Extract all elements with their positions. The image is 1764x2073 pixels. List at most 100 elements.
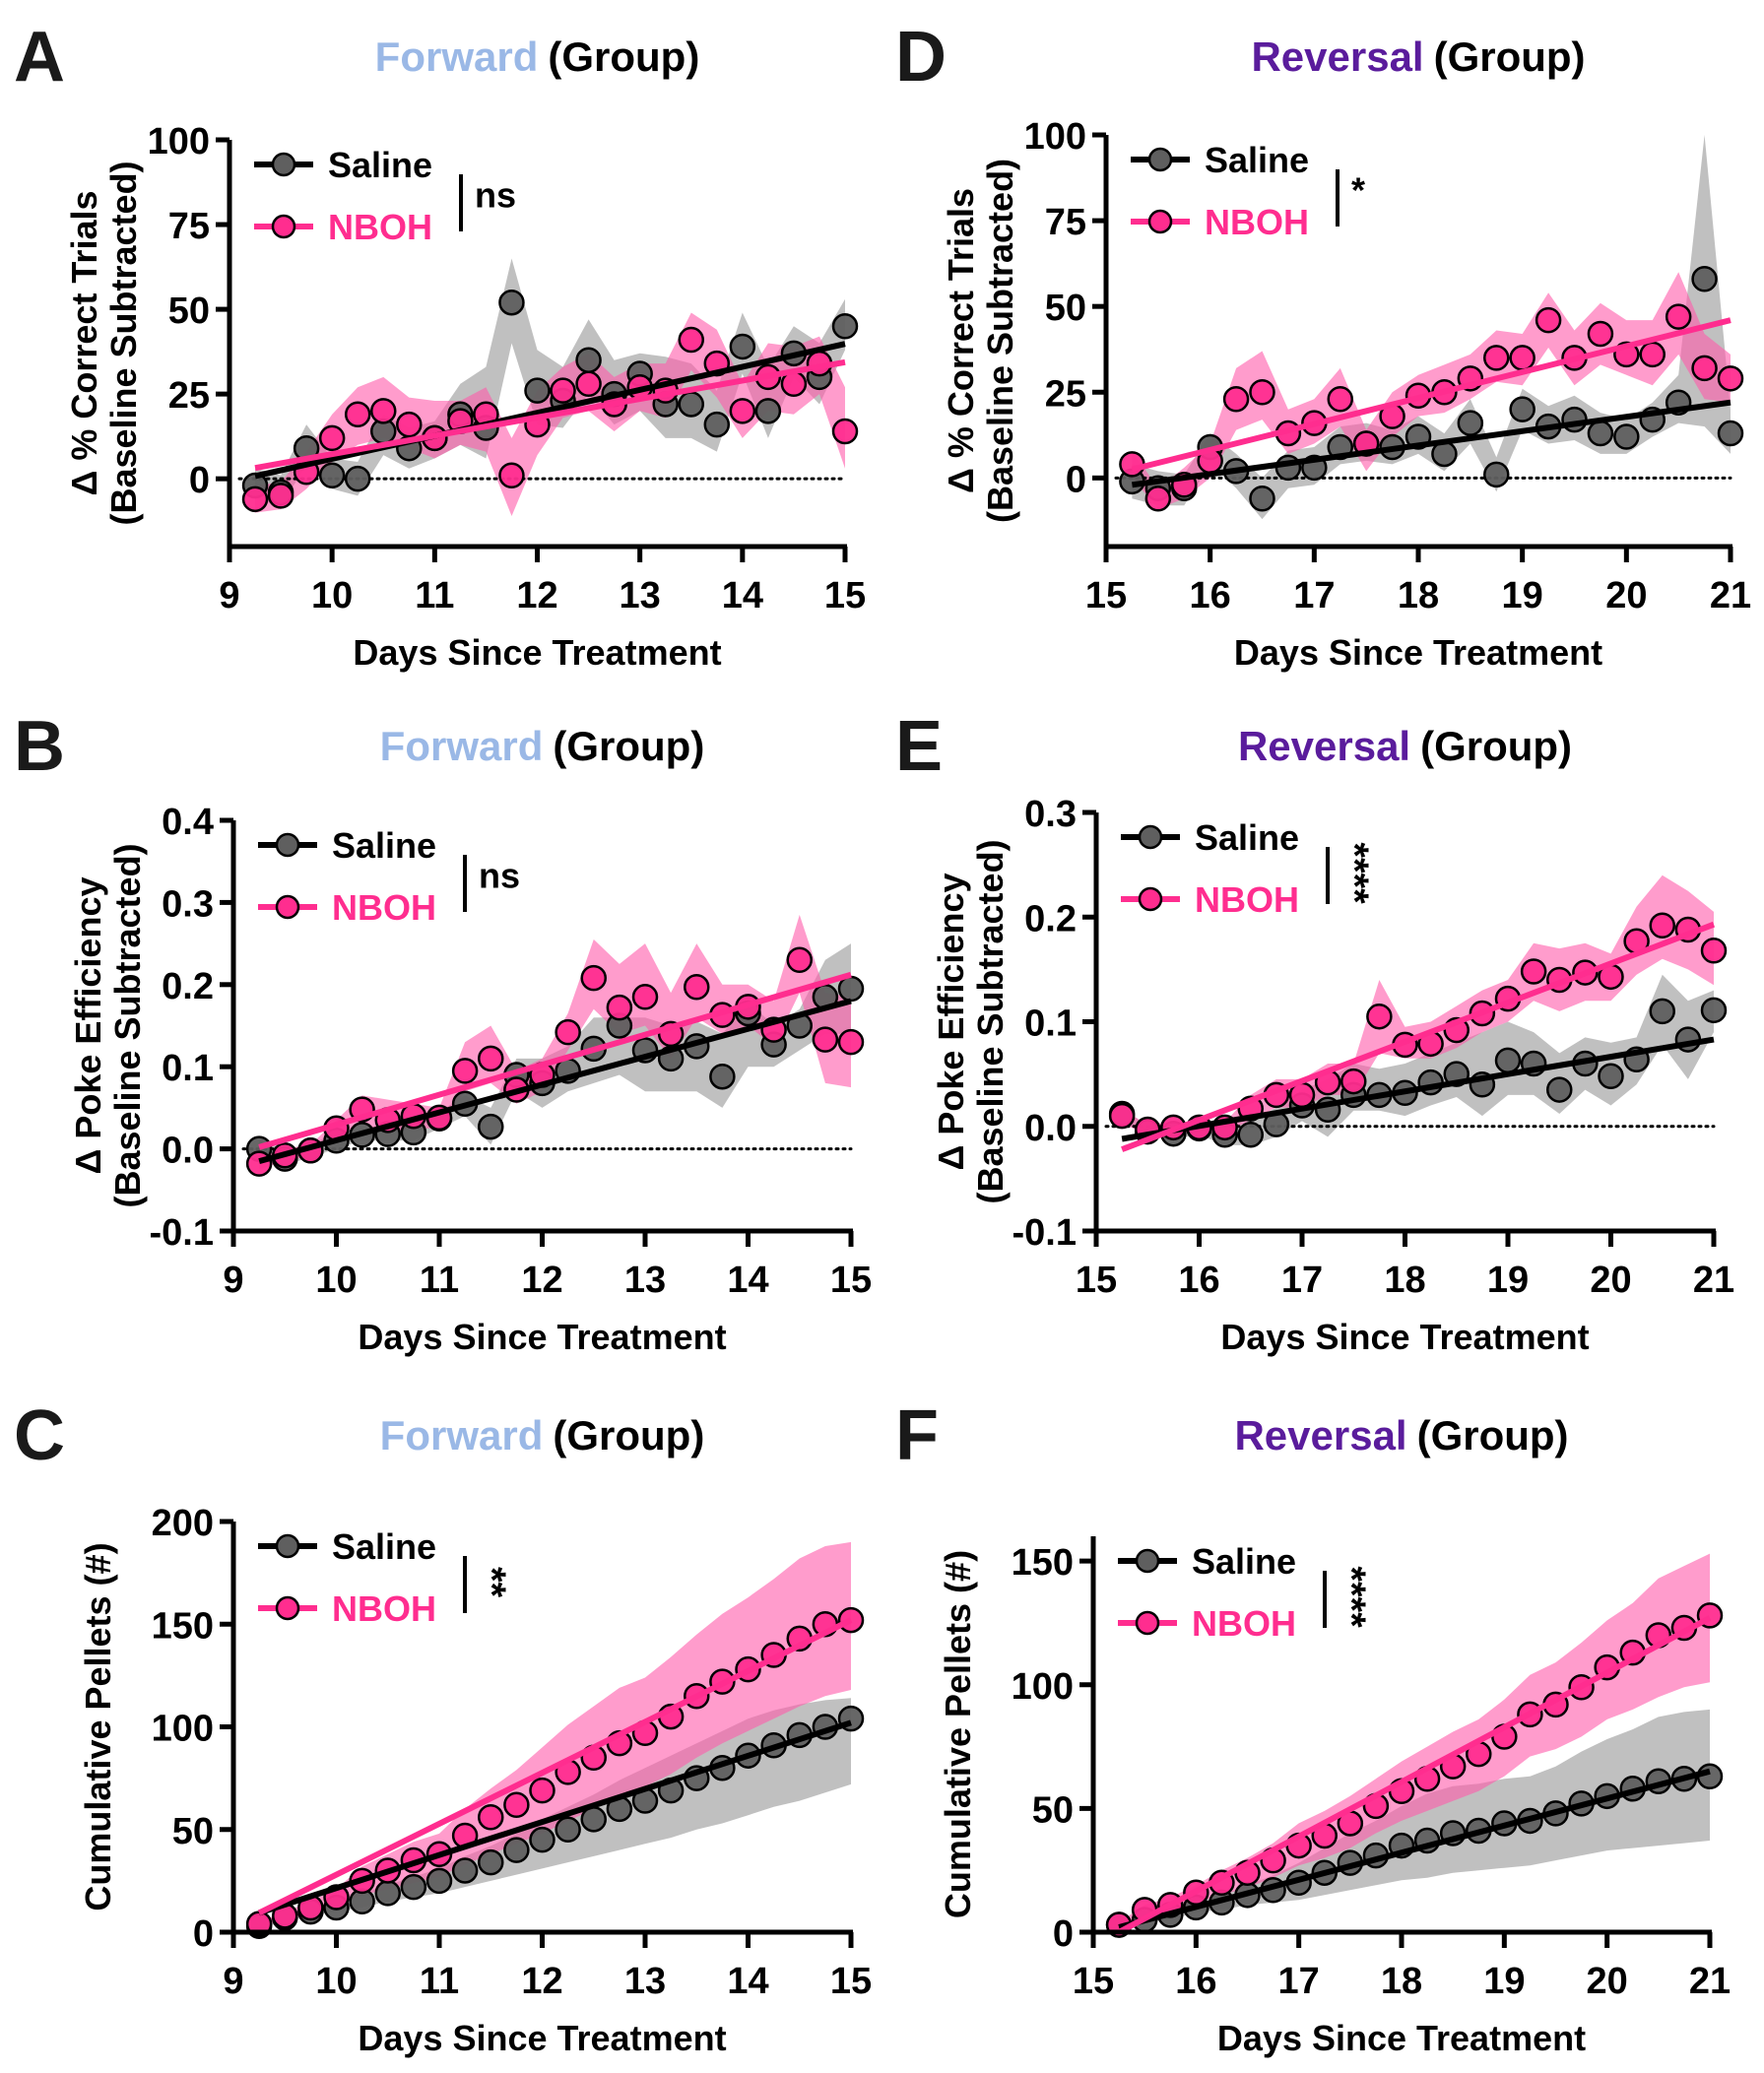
y-tick-label: 0	[193, 1913, 214, 1955]
y-axis-label: Cumulative Pellets (#)	[78, 1542, 118, 1911]
x-tick-label: 16	[1190, 575, 1231, 616]
x-tick-label: 19	[1483, 1961, 1525, 2002]
chart-svg: A Forward (Group) 0 25 50 75 100 9 10 11 12 13 14 15 Da…	[14, 18, 866, 673]
y-tick-label: 0	[189, 460, 210, 501]
x-axis-label: Days Since Treatment	[1220, 1317, 1589, 1357]
x-tick-label: 9	[219, 575, 239, 616]
nboh-point	[678, 326, 704, 354]
legend-nboh-marker	[1147, 209, 1173, 234]
title-rest-part: (Group)	[1417, 1412, 1569, 1458]
panel-letter: F	[895, 1396, 939, 1475]
legend-nboh-label: NBOH	[1205, 202, 1309, 242]
x-axis-label: Days Since Treatment	[1234, 632, 1602, 673]
nboh-point	[1649, 912, 1675, 939]
saline-point	[1691, 266, 1718, 292]
saline-point	[1717, 420, 1744, 447]
legend-saline-label: Saline	[1192, 1541, 1296, 1582]
title-colored-part: Reversal	[1251, 33, 1423, 80]
x-tick-label: 12	[516, 575, 557, 616]
x-tick-label: 13	[620, 575, 661, 616]
significance-label: *	[1351, 170, 1365, 211]
panel-letter: E	[895, 707, 943, 786]
y-axis-label-sub: (Baseline Subtracted)	[980, 159, 1020, 523]
nboh-point	[1639, 341, 1666, 368]
nboh-point	[1327, 385, 1353, 413]
x-axis-label: Days Since Treatment	[358, 1317, 726, 1357]
saline-fit-line	[254, 341, 846, 480]
x-tick-label: 16	[1178, 1260, 1219, 1301]
chart-title: Forward (Group)	[375, 33, 700, 80]
nboh-error-band	[1119, 1553, 1710, 1927]
legend-nboh-marker	[275, 1595, 300, 1621]
panel-f: F Reversal (Group) 0 50 100 150 15 16 17 18 19 20 21 D…	[882, 1379, 1763, 2068]
saline-point	[374, 1880, 401, 1907]
x-tick-label: 9	[223, 1260, 243, 1301]
saline-point	[831, 313, 859, 340]
saline-fit-line	[258, 998, 852, 1165]
saline-fit-line	[258, 1719, 852, 1916]
saline-point	[1249, 485, 1275, 512]
legend-nboh-marker	[1138, 886, 1163, 912]
panel-letter: D	[895, 18, 947, 97]
nboh-point	[396, 411, 423, 438]
saline-fit-line	[1118, 1768, 1711, 1930]
chart-title: Forward (Group)	[380, 723, 705, 769]
title-colored-part: Forward	[380, 723, 544, 769]
y-tick-label: -0.1	[1013, 1212, 1077, 1254]
saline-fit-line	[1132, 399, 1731, 488]
saline-point	[1237, 1122, 1264, 1148]
legend-nboh-marker	[1135, 1610, 1160, 1636]
nboh-fit-line	[1121, 921, 1716, 1152]
nboh-point	[550, 377, 576, 404]
x-tick-label: 18	[1398, 575, 1439, 616]
nboh-point	[1717, 365, 1744, 392]
y-tick-label: 0.1	[1024, 1004, 1077, 1045]
chart-svg: D Reversal (Group) 0 25 50 75 100 15 16 17 18 19 20 21…	[895, 18, 1751, 673]
nboh-error-band	[1122, 875, 1714, 1135]
y-tick-label: 25	[1045, 373, 1086, 415]
nboh-point	[1222, 385, 1250, 413]
legend-nboh-label: NBOH	[1195, 879, 1299, 920]
y-tick-label: 0.3	[1024, 794, 1077, 835]
legend-nboh-label: NBOH	[328, 207, 432, 247]
x-tick-label: 11	[420, 1260, 459, 1301]
y-axis-label: Cumulative Pellets (#)	[938, 1550, 978, 1918]
y-tick-label: 0.2	[1024, 898, 1077, 939]
saline-point	[425, 1867, 453, 1895]
significance-label: ns	[479, 856, 520, 896]
nboh-error-band	[1132, 272, 1731, 509]
nboh-point	[555, 1018, 581, 1046]
nboh-point	[812, 1026, 839, 1053]
saline-point	[1649, 998, 1675, 1025]
x-tick-label: 18	[1381, 1961, 1422, 2002]
x-tick-label: 11	[415, 575, 454, 616]
x-tick-label: 12	[521, 1260, 562, 1301]
x-tick-label: 15	[1085, 575, 1127, 616]
legend-saline-marker	[1147, 147, 1173, 172]
title-colored-part: Forward	[380, 1412, 544, 1458]
y-tick-label: 0	[1053, 1913, 1074, 1955]
panel-e: E Reversal (Group) -0.1 0.0 0.1 0.2 0.3 15 16 17 18…	[882, 689, 1763, 1379]
x-axis-label: Days Since Treatment	[1217, 2018, 1586, 2058]
x-tick-label: 14	[722, 575, 763, 616]
nboh-point	[606, 994, 633, 1021]
chart-title: Forward (Group)	[380, 1412, 705, 1458]
nboh-fit-line	[258, 971, 852, 1150]
nboh-point	[344, 401, 371, 428]
saline-point	[1483, 461, 1510, 488]
nboh-point	[1520, 958, 1547, 985]
nboh-point	[267, 483, 294, 509]
y-tick-label: 50	[168, 291, 210, 332]
nboh-point	[241, 486, 269, 513]
saline-point	[478, 1848, 504, 1876]
y-tick-label: 150	[1012, 1542, 1074, 1584]
y-tick-label: 0.4	[162, 802, 214, 843]
saline-point	[451, 1857, 479, 1884]
nboh-point	[1535, 306, 1562, 334]
nboh-point	[1691, 355, 1718, 382]
nboh-point	[831, 418, 859, 445]
nboh-point	[580, 964, 607, 992]
x-tick-label: 14	[727, 1961, 768, 2002]
chart-title: Reversal (Group)	[1234, 1412, 1568, 1458]
nboh-point	[575, 370, 602, 398]
